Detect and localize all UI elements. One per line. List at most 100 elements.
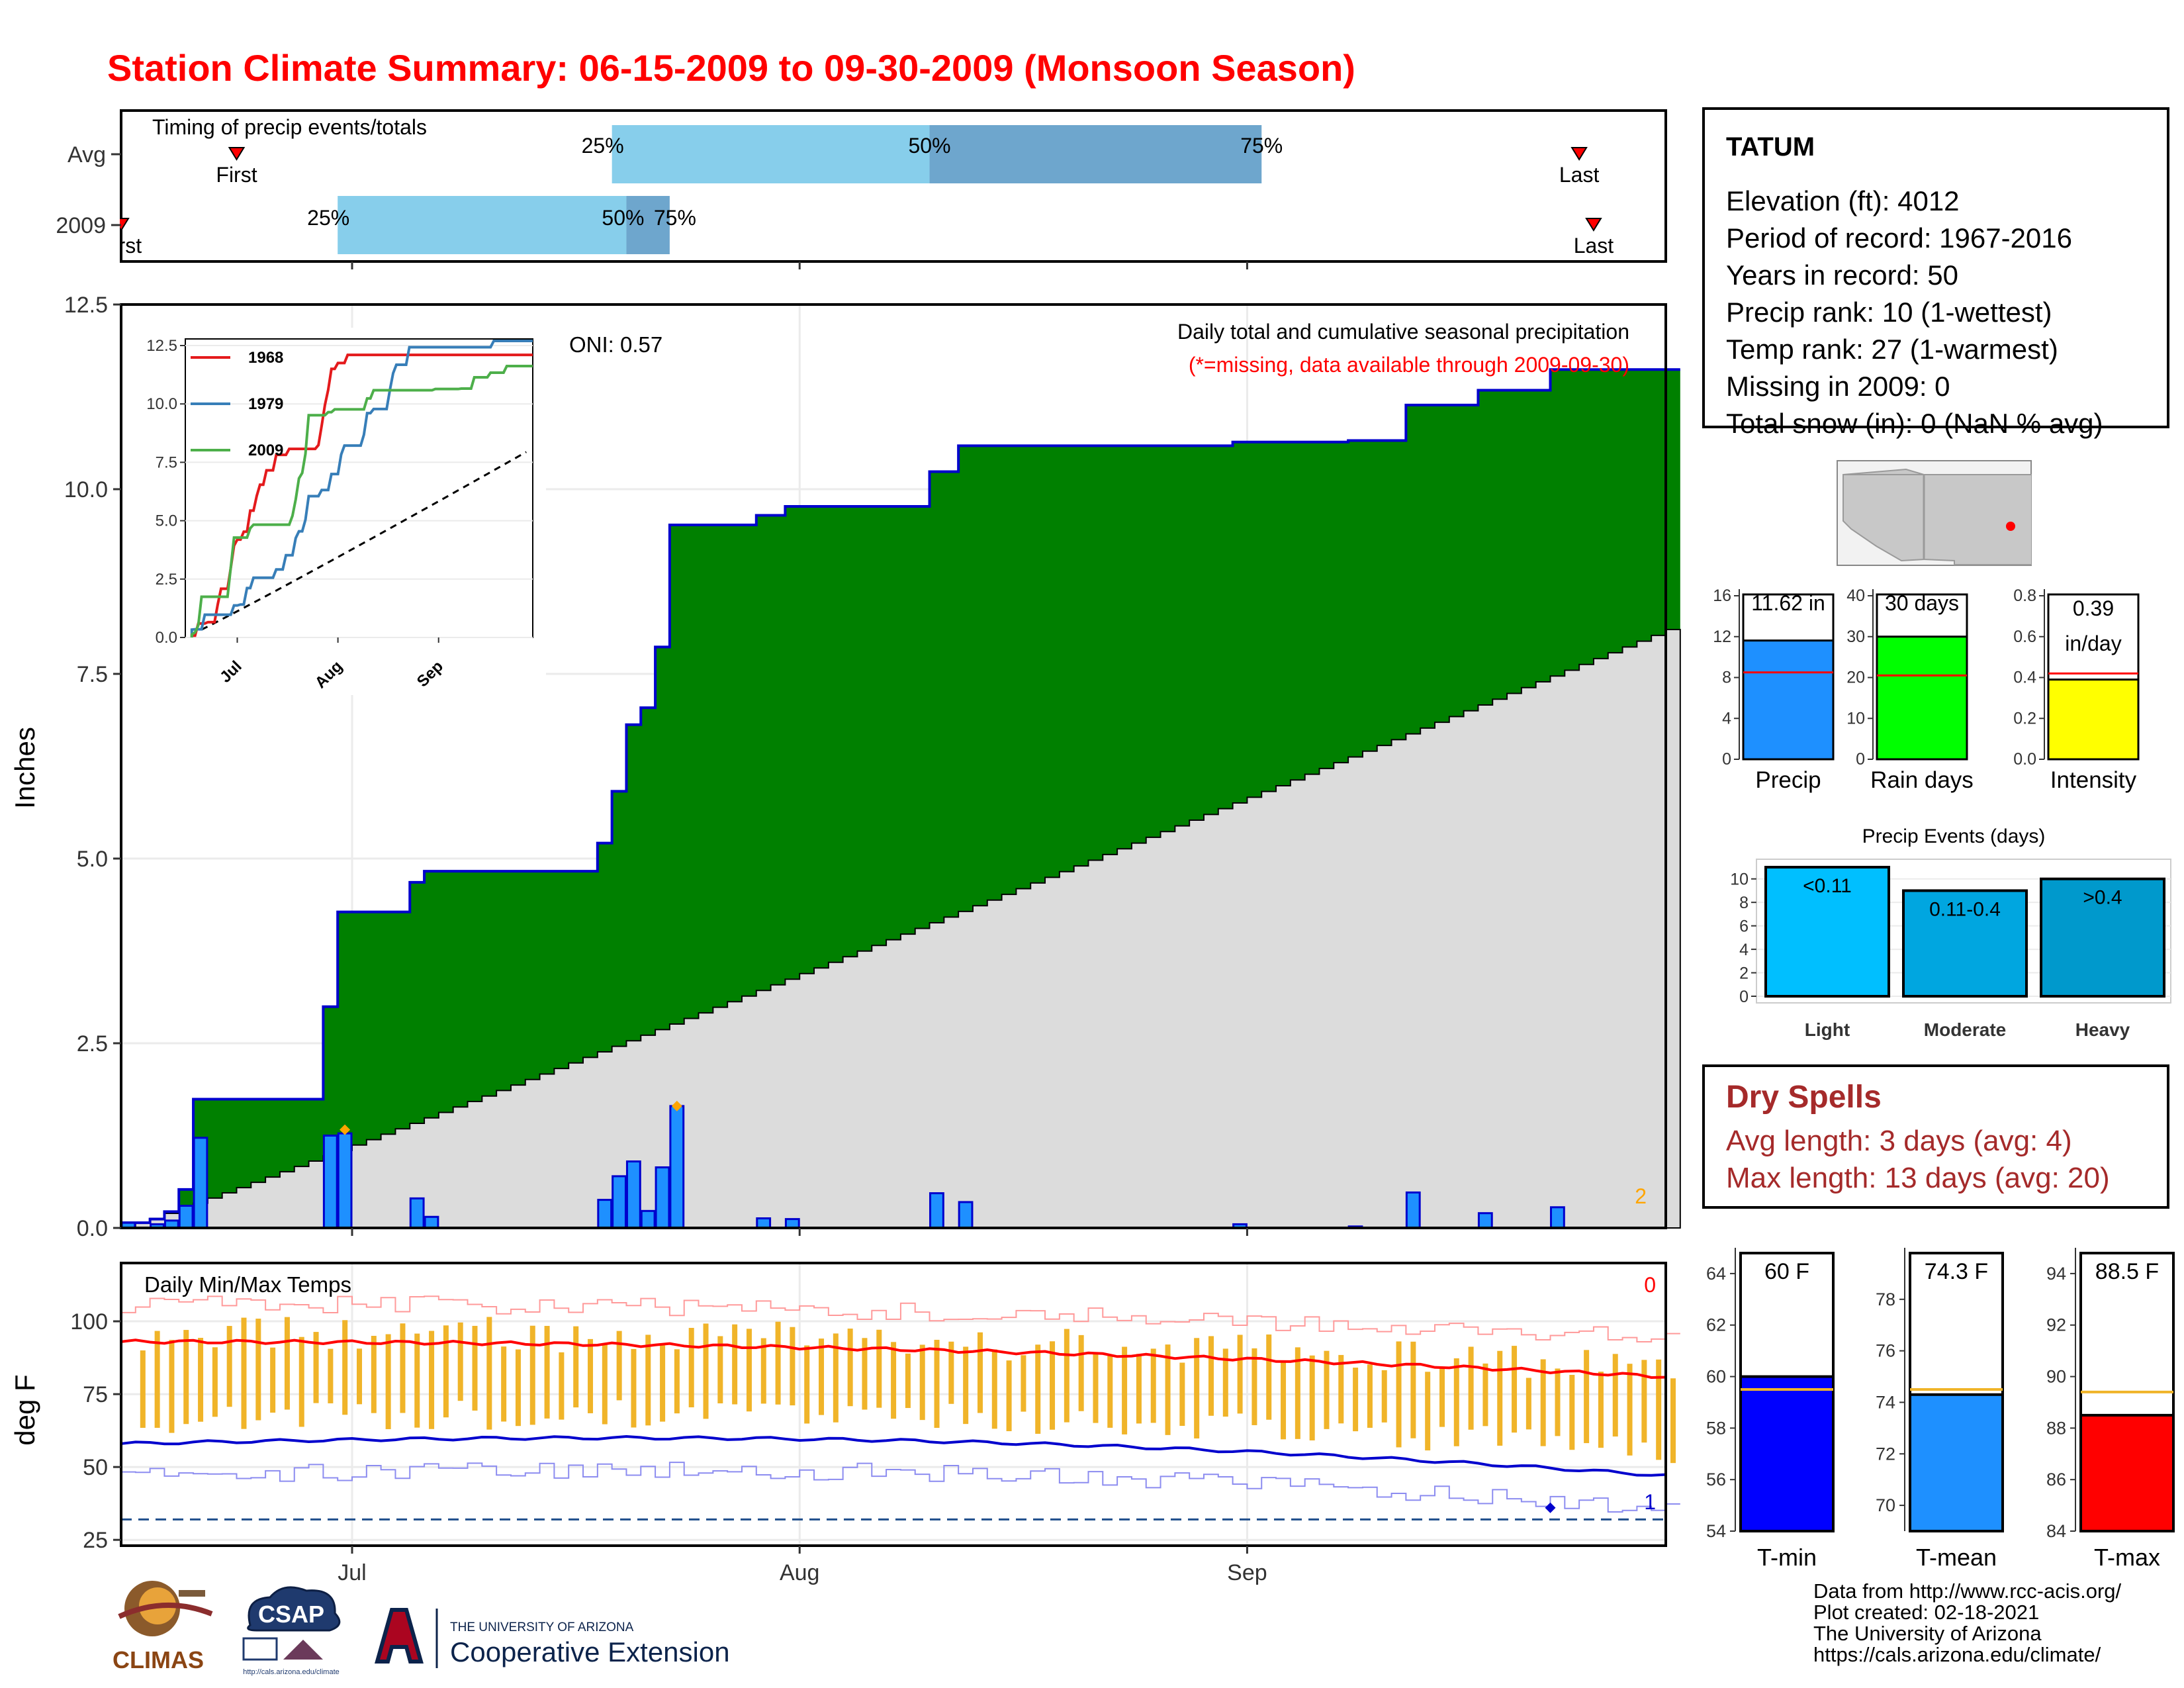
temps-y-tick-label: 75	[83, 1382, 108, 1407]
temps-y-tick-label: 25	[83, 1528, 108, 1553]
daily-temp-range-bar	[1078, 1335, 1084, 1411]
station-details: Elevation (ft): 4012 Period of record: 1…	[1726, 183, 2103, 442]
daily-temp-range-bar	[486, 1317, 492, 1430]
station-precip-rank: Precip rank: 10 (1-wettest)	[1726, 297, 2052, 328]
temps-plot-frame	[120, 1262, 1667, 1547]
daily-precip-bar	[784, 1218, 800, 1229]
daily-precip-bar	[612, 1175, 627, 1229]
daily-temp-range-bar	[1251, 1348, 1257, 1425]
timing-last-label: Last	[1574, 234, 1614, 258]
daily-temp-range-bar	[515, 1349, 521, 1427]
temps-x-tick-label: Sep	[1227, 1560, 1267, 1585]
credit-plot-date: Plot created: 02-18-2021	[1813, 1601, 2040, 1624]
daily-temp-range-bar	[443, 1325, 449, 1418]
daily-temp-range-bar	[703, 1323, 709, 1419]
daily-temp-range-bar	[645, 1335, 651, 1426]
totals-y-tick-label: 16	[1713, 586, 1731, 605]
daily-temp-range-bar	[919, 1344, 925, 1421]
timing-bar-q25-q50	[612, 125, 930, 183]
precip-y-tick-label: 0.0	[77, 1216, 108, 1238]
daily-precip-bar	[178, 1205, 194, 1229]
daily-temp-range-bar	[1512, 1346, 1518, 1433]
tsum-y-tick-label: 88	[2046, 1418, 2066, 1438]
csap-logo-url: http://cals.arizona.edu/climate	[243, 1668, 340, 1676]
dry-spells-max: Max length: 13 days (avg: 20)	[1726, 1162, 2110, 1194]
oni-label: ONI: 0.57	[569, 332, 662, 357]
daily-temp-range-bar	[1482, 1363, 1488, 1427]
inset-legend-label: 1968	[248, 349, 283, 367]
tsum-y-tick-label: 56	[1706, 1470, 1726, 1489]
daily-temp-range-bar	[934, 1339, 940, 1429]
inset-y-tick-label: 5.0	[156, 512, 177, 530]
daily-temp-range-bar	[1497, 1350, 1503, 1446]
daily-temp-range-bar	[1093, 1353, 1099, 1423]
inset-legend-label: 1979	[248, 395, 283, 413]
daily-temp-range-bar	[1367, 1364, 1373, 1428]
inset-y-tick-label: 0.0	[156, 629, 177, 647]
timing-last-marker	[1570, 147, 1588, 161]
credit-url: https://cals.arizona.edu/climate/	[1813, 1643, 2101, 1666]
daily-precip-bar	[193, 1137, 208, 1229]
totals-y-tick-label: 0.8	[2013, 586, 2036, 605]
dry-spells-avg: Avg length: 3 days (avg: 4)	[1726, 1125, 2072, 1157]
daily-temp-range-bar	[1281, 1362, 1287, 1440]
timing-row-label: 2009	[56, 213, 106, 238]
totals-y-tick-label: 0.2	[2013, 709, 2036, 727]
station-snow: Total snow (in): 0 (NaN % avg)	[1726, 408, 2103, 439]
daily-temp-range-bar	[862, 1338, 868, 1410]
precip-y-axis-label: Inches	[9, 727, 40, 809]
locator-map-icon	[1837, 460, 2032, 566]
daily-temp-range-bar	[385, 1334, 391, 1429]
daily-temp-range-bar	[559, 1352, 565, 1420]
timing-row-label: Avg	[68, 142, 106, 167]
daily-temp-range-bar	[298, 1336, 304, 1427]
daily-temp-range-bar	[1612, 1354, 1618, 1437]
temps-record-low-count: 1	[1644, 1490, 1656, 1514]
tsum-value-label: 88.5 F	[2095, 1259, 2159, 1284]
events-y-tick-label: 8	[1739, 894, 1749, 912]
daily-temp-range-bar	[948, 1341, 954, 1404]
timing-first-marker	[228, 147, 246, 161]
daily-precip-bar	[669, 1105, 685, 1229]
totals-intensity-unit: in/day	[2065, 632, 2121, 655]
timing-chart: Timing of precip events/totals Avg 25% 50% 7…	[0, 99, 1667, 285]
temperature-chart: 25 50 75 100 Jul Aug Sep deg F Daily Min/Max Tem…	[9, 1262, 1680, 1585]
cumulative-average-area	[121, 629, 1681, 1229]
timing-title: Timing of precip events/totals	[152, 115, 427, 139]
station-elevation: Elevation (ft): 4012	[1726, 185, 1960, 216]
daily-temp-range-bar	[1425, 1372, 1431, 1451]
temperature-summary-chart: 54 56 58 60 62 64 60 F T-min 70 72 74 76 78 74.3 F T-m…	[1706, 1248, 2175, 1571]
timing-bar-q50-q75	[626, 196, 670, 254]
timing-q25-label: 25%	[307, 206, 349, 230]
temps-x-tick-label: Jul	[338, 1560, 366, 1585]
record-low-line	[121, 1462, 1680, 1513]
dry-spells-title: Dry Spells	[1726, 1080, 1882, 1115]
timing-bar-q25-q50	[338, 196, 627, 254]
daily-temp-range-bar	[1453, 1358, 1459, 1446]
totals-bar	[2047, 679, 2140, 761]
seasonal-totals-chart: 0 4 8 12 16 Precip 0 10 20 30 40 Rain days 0.0 0.2 0.4…	[1713, 586, 2140, 793]
university-of-arizona-logo: THE UNIVERSITY OF ARIZONA Cooperative Ex…	[375, 1608, 730, 1668]
precip-extreme-count: 2	[1635, 1184, 1647, 1208]
events-bar-label: >0.4	[2083, 887, 2122, 909]
ua-logo-bottom-text: Cooperative Extension	[450, 1636, 730, 1667]
tsum-y-tick-label: 90	[2046, 1367, 2066, 1387]
record-low-marker	[1545, 1502, 1556, 1513]
tsum-y-tick-label: 86	[2046, 1470, 2066, 1489]
timing-q75-label: 75%	[1240, 134, 1283, 158]
daily-temp-range-bar	[270, 1347, 276, 1413]
daily-temp-range-bar	[255, 1319, 261, 1421]
timing-q50-label: 50%	[602, 206, 644, 230]
timing-q25-label: 25%	[582, 134, 624, 158]
daily-temp-range-bar	[1107, 1355, 1113, 1428]
events-y-tick-label: 2	[1739, 964, 1749, 983]
daily-temp-range-bar	[1208, 1336, 1214, 1416]
tsum-category-label: T-min	[1757, 1544, 1817, 1571]
csap-logo: CSAP http://cals.arizona.edu/climate	[242, 1586, 341, 1676]
events-bar	[1764, 866, 1890, 998]
inset-y-tick-label: 12.5	[146, 337, 177, 355]
daily-precip-bar	[424, 1215, 439, 1229]
station-temp-rank: Temp rank: 27 (1-warmest)	[1726, 334, 2058, 365]
daily-temp-range-bar	[1035, 1344, 1041, 1434]
